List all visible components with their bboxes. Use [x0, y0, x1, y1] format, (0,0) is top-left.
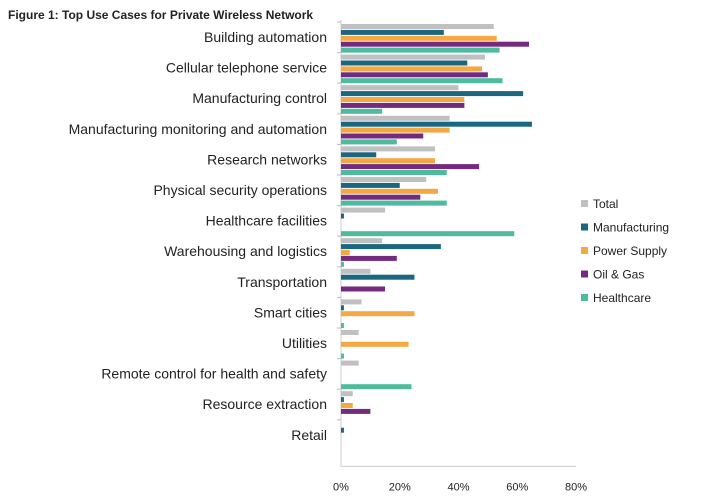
- category-label: Manufacturing control: [192, 90, 327, 106]
- bar-healthcare: [341, 108, 383, 114]
- bar-oil-gas: [341, 164, 480, 170]
- category-label: Smart cities: [254, 304, 327, 320]
- bar-total: [341, 146, 435, 152]
- bar-oil-gas: [341, 102, 465, 108]
- bar-oil-gas: [341, 72, 488, 78]
- bar-power-supply: [341, 158, 435, 164]
- legend-swatch: [581, 247, 588, 254]
- legend-swatch: [581, 200, 588, 207]
- bar-healthcare: [341, 323, 344, 328]
- bar-healthcare: [341, 353, 344, 359]
- bar-manufacturing: [341, 29, 444, 35]
- bar-power-supply: [341, 35, 497, 41]
- bar-manufacturing: [341, 244, 441, 250]
- bar-total: [341, 177, 427, 182]
- bar-total: [341, 268, 371, 274]
- category-label: Manufacturing monitoring and automation: [69, 121, 327, 137]
- bar-power-supply: [341, 403, 353, 408]
- bar-healthcare: [341, 170, 447, 175]
- category-label: Warehousing and logistics: [164, 243, 327, 259]
- bar-healthcare: [341, 384, 412, 390]
- legend-label: Manufacturing: [593, 221, 669, 235]
- bar-healthcare: [341, 78, 503, 84]
- bar-total: [341, 54, 485, 60]
- legend-label: Power Supply: [593, 244, 667, 258]
- category-label: Remote control for health and safety: [101, 366, 327, 382]
- bar-total: [341, 391, 353, 397]
- legend-swatch: [581, 270, 588, 278]
- bar-manufacturing: [341, 274, 415, 280]
- category-label: Building automation: [204, 29, 327, 45]
- bar-oil-gas: [341, 41, 529, 47]
- category-label: Physical security operations: [153, 182, 327, 198]
- bar-power-supply: [341, 188, 438, 194]
- category-label: Retail: [291, 427, 327, 443]
- legend-label: Oil & Gas: [593, 268, 644, 282]
- bar-power-supply: [341, 97, 465, 102]
- x-tick-label: 0%: [333, 481, 349, 493]
- bar-healthcare: [341, 231, 515, 237]
- legend-label: Healthcare: [593, 291, 651, 305]
- bar-healthcare: [341, 139, 397, 145]
- bar-oil-gas: [341, 408, 371, 414]
- category-label: Transportation: [237, 274, 327, 290]
- bar-total: [341, 85, 459, 91]
- bar-total: [341, 24, 494, 29]
- bar-manufacturing: [341, 60, 468, 66]
- bar-total: [341, 115, 450, 121]
- bar-healthcare: [341, 47, 500, 53]
- x-tick-label: 40%: [447, 481, 469, 493]
- bar-healthcare: [341, 261, 344, 267]
- category-label: Healthcare facilities: [206, 213, 327, 229]
- bar-healthcare: [341, 200, 447, 206]
- bar-oil-gas: [341, 255, 397, 261]
- bar-oil-gas: [341, 286, 386, 292]
- bar-power-supply: [341, 250, 350, 255]
- bar-power-supply: [341, 341, 409, 347]
- bar-manufacturing: [341, 213, 344, 219]
- bar-power-supply: [341, 127, 450, 133]
- bar-oil-gas: [341, 133, 424, 139]
- bar-total: [341, 207, 386, 213]
- legend-swatch: [581, 223, 588, 231]
- bar-power-supply: [341, 66, 482, 72]
- bar-manufacturing: [341, 397, 344, 403]
- bar-oil-gas: [341, 194, 421, 200]
- category-label: Research networks: [207, 151, 327, 167]
- chart-title: Figure 1: Top Use Cases for Private Wire…: [8, 8, 314, 22]
- category-label: Cellular telephone service: [166, 60, 327, 76]
- bar-total: [341, 238, 383, 244]
- x-tick-label: 80%: [565, 481, 587, 493]
- x-tick-label: 60%: [506, 481, 528, 493]
- bar-power-supply: [341, 311, 415, 317]
- x-tick-label: 20%: [389, 481, 411, 493]
- legend-label: Total: [593, 197, 618, 211]
- category-label: Utilities: [282, 335, 327, 351]
- bar-total: [341, 360, 359, 366]
- bar-manufacturing: [341, 427, 344, 433]
- bar-manufacturing: [341, 91, 524, 97]
- bar-total: [341, 330, 359, 335]
- category-label: Resource extraction: [202, 396, 327, 412]
- bar-total: [341, 299, 362, 305]
- bar-manufacturing: [341, 121, 532, 127]
- bar-manufacturing: [341, 152, 377, 158]
- bar-manufacturing: [341, 182, 400, 188]
- legend-swatch: [581, 294, 588, 301]
- bar-manufacturing: [341, 305, 344, 311]
